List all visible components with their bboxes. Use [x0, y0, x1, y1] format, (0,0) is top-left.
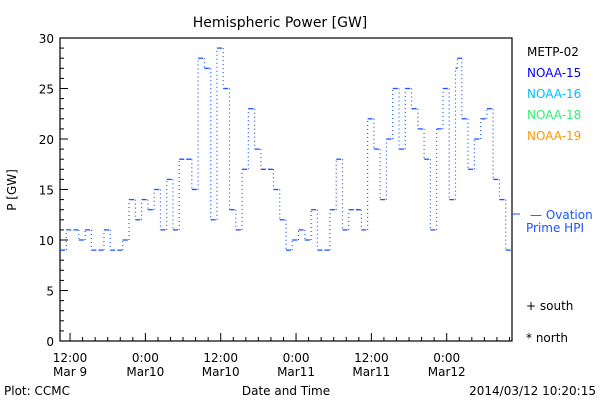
x-tick-label-date: Mar11 — [277, 365, 315, 379]
chart-title: Hemispheric Power [GW] — [193, 15, 368, 31]
x-tick-label-time: 12:00 — [53, 351, 88, 365]
x-tick-label-time: 12:00 — [354, 351, 389, 365]
hpi-legend-line2: Prime HPI — [526, 221, 584, 235]
y-axis-ticks: 0 5 10 15 20 25 30 — [39, 32, 68, 349]
legend-item: NOAA-19 — [527, 129, 581, 143]
x-tick-label-date: Mar11 — [352, 365, 390, 379]
y-tick-label: 30 — [39, 32, 54, 46]
north-marker-legend: * north — [526, 331, 568, 345]
x-tick-label-time: 12:00 — [203, 351, 238, 365]
legend-item: NOAA-16 — [527, 87, 581, 101]
x-tick-label-date: Mar12 — [428, 365, 466, 379]
x-tick-label-time: 0:00 — [132, 351, 159, 365]
y-tick-label: 5 — [46, 285, 54, 299]
y-tick-label: 20 — [39, 133, 54, 147]
legend-item: NOAA-15 — [527, 66, 581, 80]
legend-item: NOAA-18 — [527, 108, 581, 122]
y-axis-label: P [GW] — [5, 169, 19, 211]
plot-area — [59, 37, 513, 342]
y-tick-label: 0 — [46, 335, 54, 349]
legend: METP-02 NOAA-15 NOAA-16 NOAA-18 NOAA-19 — [527, 45, 581, 143]
x-tick-label-time: 0:00 — [283, 351, 310, 365]
y-tick-label: 10 — [39, 234, 54, 248]
x-axis-label: Date and Time — [242, 384, 330, 398]
hpi-legend-line1: — Ovation — [530, 208, 593, 222]
x-tick-label-date: Mar 9 — [53, 365, 87, 379]
x-tick-label-time: 0:00 — [433, 351, 460, 365]
south-marker-legend: + south — [526, 299, 573, 313]
plot-timestamp: 2014/03/12 10:20:15 — [469, 384, 596, 398]
y-tick-label: 15 — [39, 184, 54, 198]
x-tick-label-date: Mar10 — [202, 365, 240, 379]
legend-item: METP-02 — [527, 45, 579, 59]
y-tick-label: 25 — [39, 83, 54, 97]
plot-credit: Plot: CCMC — [4, 384, 70, 398]
series-lines — [60, 47, 512, 251]
x-tick-label-date: Mar10 — [126, 365, 164, 379]
